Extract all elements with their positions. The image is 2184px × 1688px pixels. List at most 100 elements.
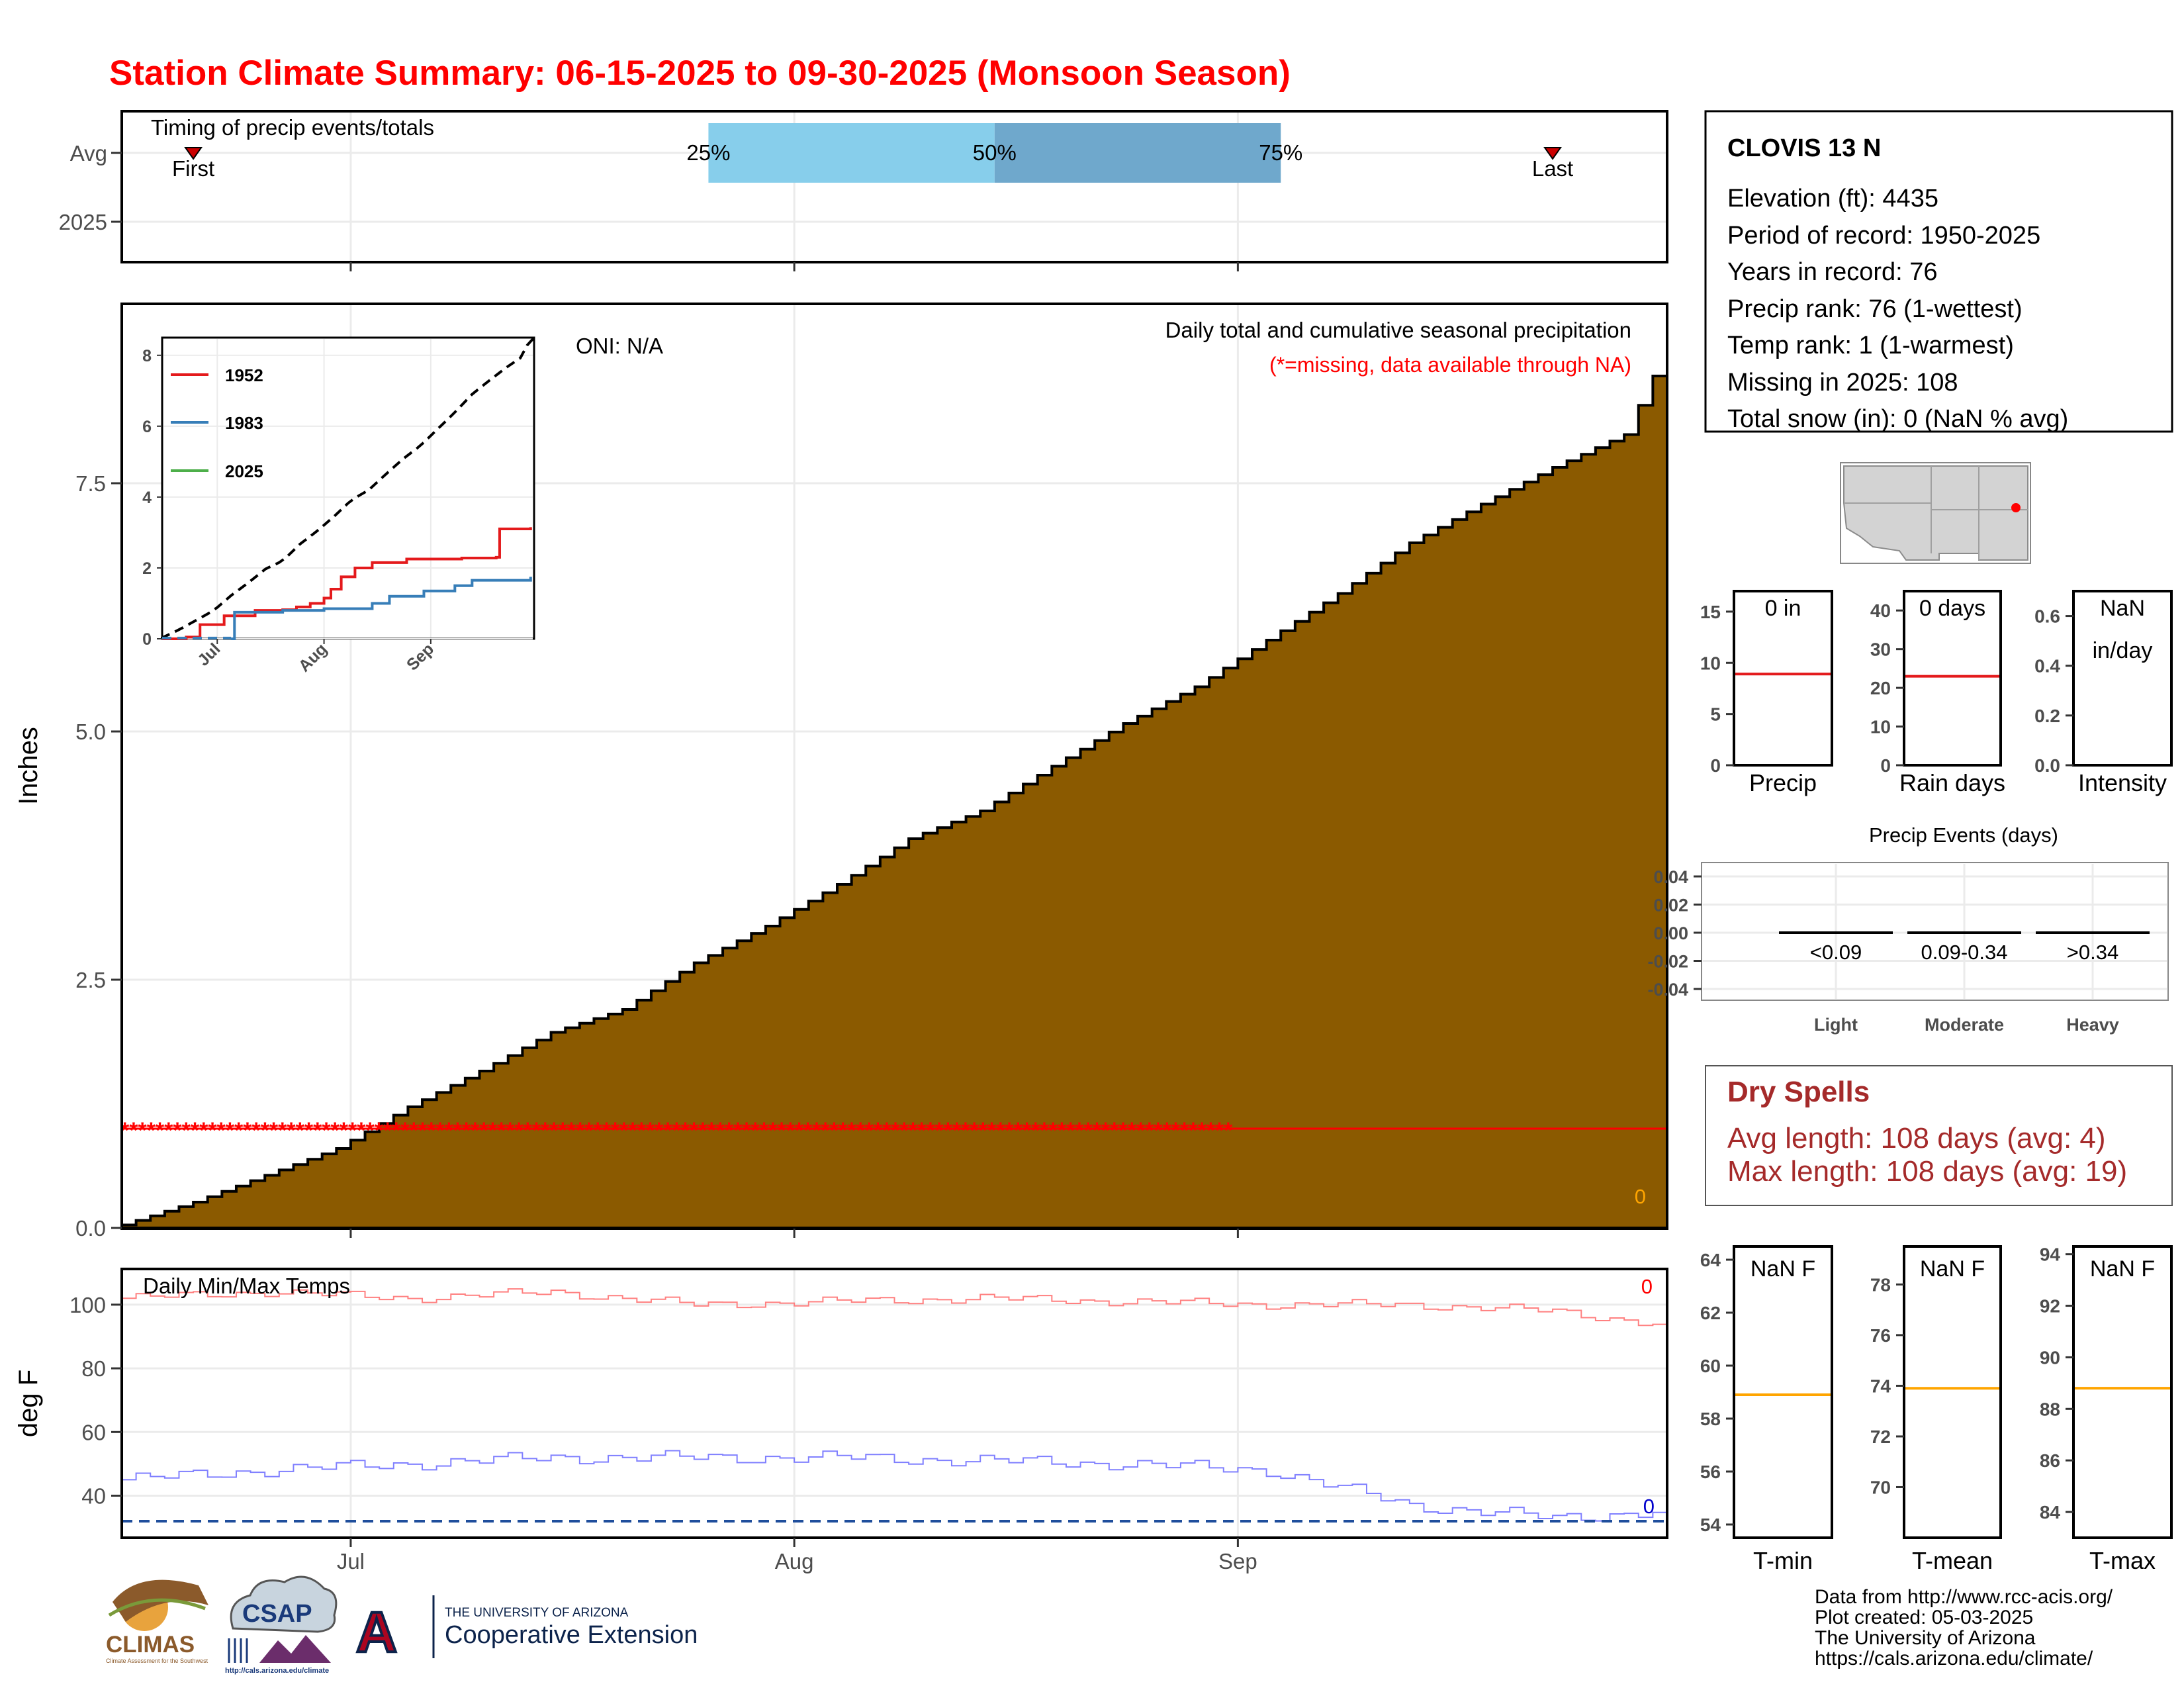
station-line-4: Precip rank: 76 (1-wettest) (1727, 295, 2023, 323)
map-borders (1844, 466, 2028, 560)
mini-precip-frame (1903, 590, 2002, 767)
station-info-box: CLOVIS 13 N Elevation (ft): 4435 Period … (1704, 110, 2173, 433)
station-line-7: Total snow (in): 0 (NaN % avg) (1727, 405, 2068, 433)
temp-y-tick-label: 80 (81, 1356, 106, 1381)
pct75-label: 75% (1259, 140, 1302, 165)
tmax-count-label: 0 (1641, 1275, 1653, 1298)
temp-ylabel: deg F (14, 1370, 43, 1437)
timing-panel: Timing of precip events/totals Avg 2025 … (59, 110, 1668, 271)
mini-precip-y-tick-label: 0.2 (2034, 706, 2060, 726)
csap-logo: CSAP http://cals.arizona.edu/climate (225, 1575, 338, 1675)
mini-temp-frame (1903, 1245, 2002, 1539)
mini-precip-y-tick-label: 10 (1870, 717, 1891, 737)
inset-x-tick-label: Sep (403, 639, 437, 674)
date-x-axis: Jul Aug Sep (337, 1538, 1257, 1573)
dry-spells-title: Dry Spells (1727, 1076, 1870, 1108)
mini-precip-y-tick-label: 0.0 (2034, 755, 2060, 776)
event-name-moderate: Moderate (1925, 1015, 2004, 1035)
tmax-series (122, 1288, 1667, 1327)
events-bars: <0.09 0.09-0.34 >0.34 Light Moderate Hea… (1779, 931, 2150, 1035)
mini-temp-y-tick-label: 90 (2040, 1347, 2060, 1368)
inset-y-tick-label: 6 (142, 418, 152, 436)
csap-url-text: http://cals.arizona.edu/climate (225, 1667, 329, 1675)
station-line-1: Elevation (ft): 4435 (1727, 185, 1938, 212)
mini-temp-y-tick-label: 86 (2040, 1450, 2060, 1471)
mini-precip-frame (1733, 590, 1833, 767)
mini-temp-y-tick-label: 58 (1700, 1409, 1721, 1429)
inset-chart: 0 2 4 6 8 Jul Aug Sep 1952 1983 2025 (142, 336, 535, 676)
mini-temp-y-tick-label: 92 (2040, 1296, 2060, 1317)
timing-axis-ticks (349, 262, 1239, 271)
tmin-count-label: 0 (1643, 1495, 1655, 1518)
events-y-tick-label: 0.00 (1653, 923, 1688, 943)
footer-line-4: https://cals.arizona.edu/climate/ (1815, 1648, 2093, 1669)
events-y-tick-label: -0.02 (1647, 952, 1688, 972)
precip-missing-note: (*=missing, data available through NA) (1269, 353, 1631, 377)
event-range-heavy: >0.34 (2067, 941, 2118, 964)
mini-temp-frame (1733, 1245, 1833, 1539)
footer-line-2: Plot created: 05-03-2025 (1815, 1607, 2033, 1628)
mini-precip-value-unit: in/day (2093, 638, 2153, 663)
mini-temp-y-tick-label: 78 (1870, 1274, 1891, 1295)
last-event-label: Last (1532, 156, 1573, 181)
inset-y-tick-label: 2 (142, 559, 152, 578)
mini-precip-y-tick-label: 20 (1870, 678, 1891, 698)
dry-spells-frame (1705, 1065, 2173, 1206)
mini-temp-y-tick-label: 62 (1700, 1303, 1721, 1323)
station-box-frame (1704, 110, 2173, 433)
mini-temp-value-label: NaN F (1920, 1256, 1985, 1282)
mini-precip-value-label: 0 in (1765, 596, 1801, 621)
timing-row-avg: Avg (70, 141, 107, 165)
x-axis-tick-label: Sep (1218, 1549, 1257, 1573)
dry-spells-box: Dry Spells Avg length: 108 days (avg: 4)… (1705, 1065, 2173, 1206)
climas-logo-text: CLIMAS (106, 1632, 195, 1658)
mini-precip-xlabel: Intensity (2078, 769, 2167, 796)
oni-label: ONI: N/A (576, 334, 663, 358)
mini-temp-value-label: NaN F (1751, 1256, 1815, 1282)
events-y-tick-label: -0.04 (1647, 980, 1688, 1000)
inset-legend: 1952 1983 2025 (171, 365, 263, 481)
csap-rain-icon (228, 1638, 248, 1663)
temp-y-axis: 40 60 80 100 (69, 1293, 122, 1508)
mini-temp-xlabel: T-mean (1912, 1547, 1993, 1574)
ua-small-text: THE UNIVERSITY OF ARIZONA (445, 1606, 629, 1620)
mini-precip-value-label: 0 days (1919, 596, 1985, 621)
ua-big-text: Cooperative Extension (445, 1621, 698, 1649)
mini-precip-y-tick-label: 0 (1880, 755, 1891, 776)
climas-logo-subtext: Climate Assessment for the Southwest (106, 1658, 208, 1664)
station-location-dot (2011, 503, 2021, 512)
mini-temp-frame (2072, 1245, 2173, 1539)
page-title: Station Climate Summary: 06-15-2025 to 0… (109, 54, 1291, 93)
precip-title: Daily total and cumulative seasonal prec… (1165, 318, 1631, 342)
x-axis-tick-label: Aug (775, 1549, 814, 1573)
mini-temp-xlabel: T-min (1753, 1547, 1813, 1574)
events-y-tick-label: 0.02 (1653, 896, 1688, 915)
legend-label-2025: 2025 (225, 461, 263, 481)
mini-precip-panels: 0 in 0 5 10 15 Precip 0 days 0 10 20 30 40 Rain days… (1700, 590, 2173, 796)
precip-panel-frame (120, 303, 1668, 1230)
precip-y-tick-label: 7.5 (75, 471, 106, 496)
csap-cloud-icon (230, 1575, 338, 1633)
mini-temp-panels: NaN F 54 56 58 60 62 64 T-min NaN F 70 72 74 76 78 T-m… (1700, 1244, 2173, 1574)
mini-precip-y-tick-label: 5 (1710, 704, 1721, 725)
mini-temp-y-tick-label: 54 (1700, 1515, 1721, 1535)
csap-logo-text: CSAP (242, 1600, 312, 1628)
inset-y-tick-label: 8 (142, 347, 152, 365)
precip-events-panel: Precip Events (days) 0.04 0.02 0.00 -0.02 -0… (1647, 823, 2169, 1035)
quartile-bar-25-50 (708, 123, 995, 183)
temp-y-tick-label: 60 (81, 1420, 106, 1444)
legend-label-1983: 1983 (225, 413, 263, 433)
station-name: CLOVIS 13 N (1727, 134, 1881, 162)
station-line-2: Period of record: 1950-2025 (1727, 222, 2040, 250)
locator-map (1840, 462, 2031, 564)
ua-logo: A THE UNIVERSITY OF ARIZONA Cooperative … (355, 1595, 698, 1665)
mini-temp-y-tick-label: 76 (1870, 1325, 1891, 1346)
last-event-marker (1543, 147, 1562, 160)
mini-temp-y-tick-label: 94 (2040, 1244, 2061, 1265)
temp-y-tick-label: 100 (69, 1293, 106, 1317)
climas-ring-icon (108, 1598, 206, 1617)
tmin-series (122, 1450, 1667, 1522)
first-event-label: First (172, 156, 214, 181)
inset-series-1952 (162, 527, 532, 640)
